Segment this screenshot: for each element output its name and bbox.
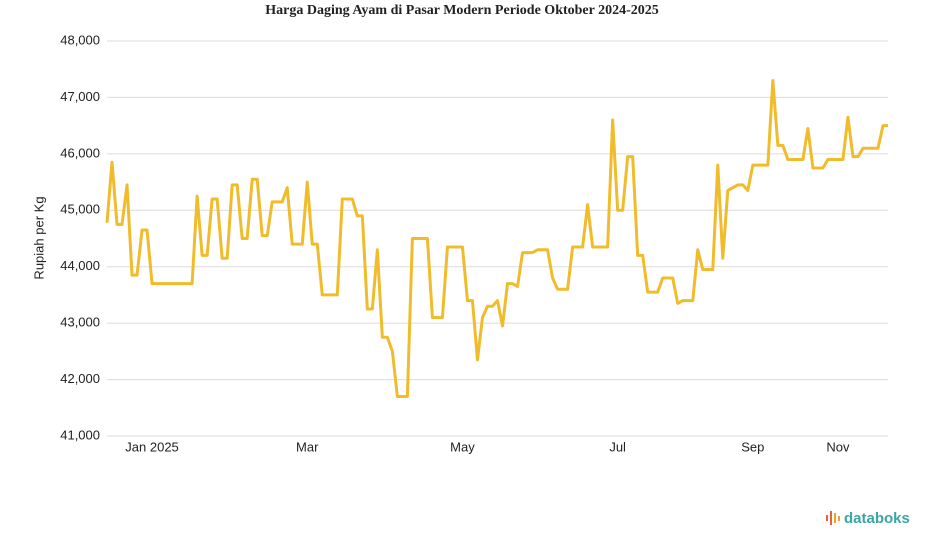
chart-title: Harga Daging Ayam di Pasar Modern Period…	[265, 3, 659, 18]
x-tick-label: Nov	[826, 439, 850, 454]
y-tick-label: 45,000	[60, 202, 100, 217]
y-axis-label: Rupiah per Kg	[31, 196, 46, 279]
x-tick-label: Mar	[296, 439, 319, 454]
x-tick-label: Jan 2025	[125, 439, 179, 454]
y-tick-label: 46,000	[60, 145, 100, 160]
y-tick-label: 47,000	[60, 89, 100, 104]
y-tick-label: 42,000	[60, 371, 100, 386]
x-tick-label: Sep	[741, 439, 764, 454]
x-tick-label: Jul	[609, 439, 626, 454]
y-tick-label: 44,000	[60, 258, 100, 273]
logo-icon	[826, 511, 840, 525]
y-tick-label: 43,000	[60, 315, 100, 330]
x-tick-label: May	[450, 439, 475, 454]
data-line	[105, 79, 888, 398]
y-tick-label: 41,000	[60, 427, 100, 442]
source-logo: databoks	[844, 510, 910, 527]
y-tick-label: 48,000	[60, 32, 100, 47]
